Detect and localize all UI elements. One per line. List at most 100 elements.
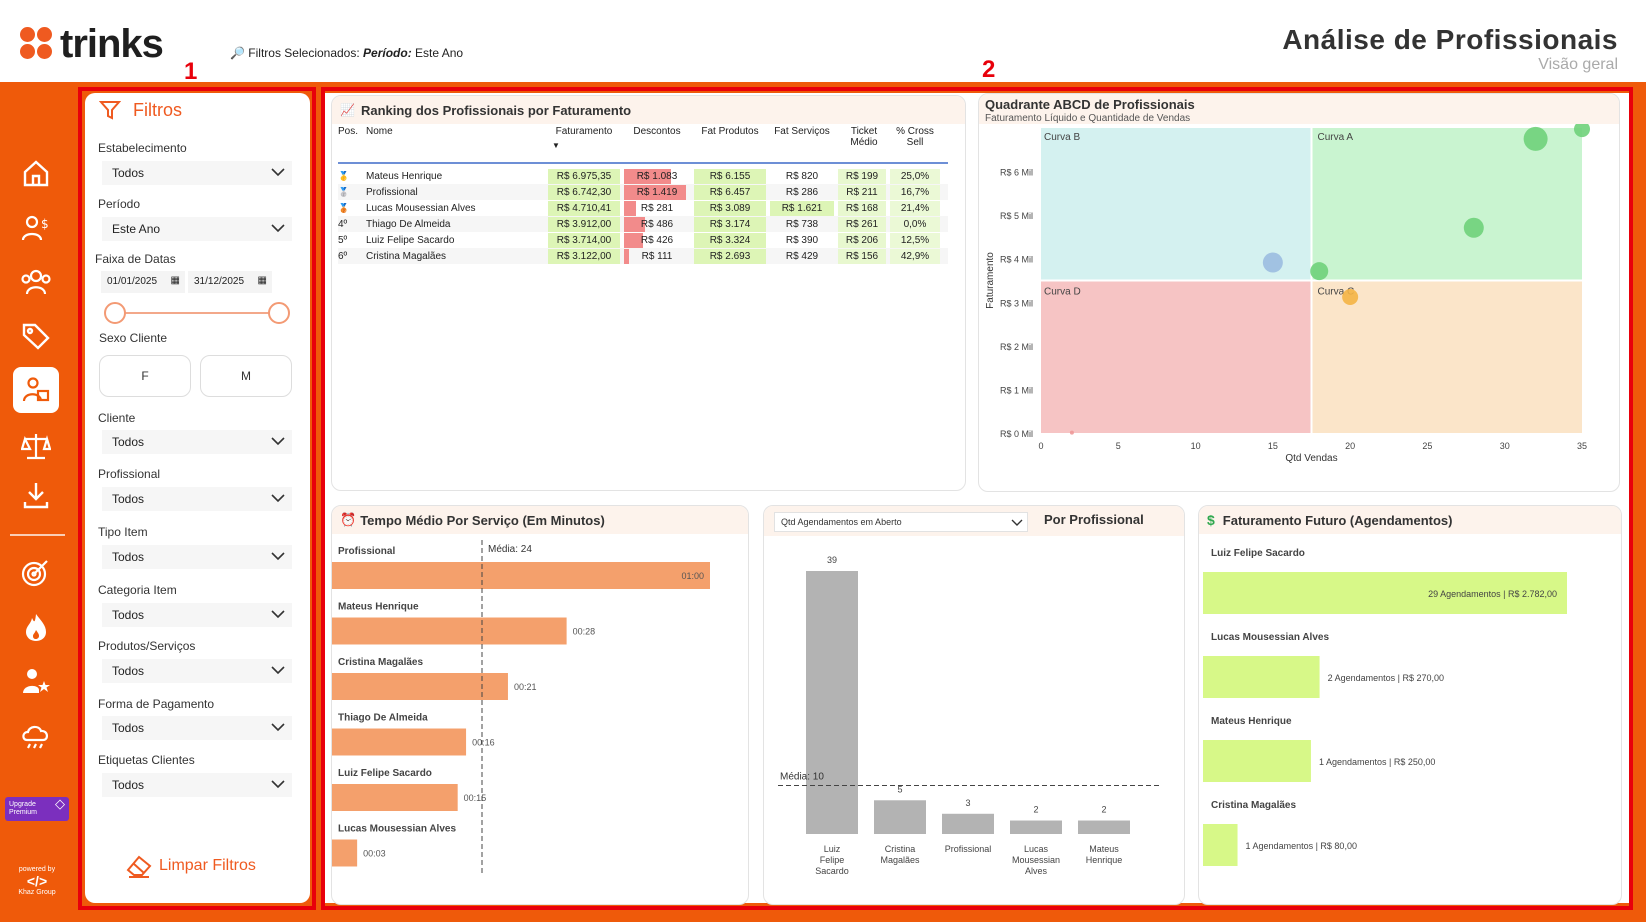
col-faturamento[interactable]: Faturamento ▼ bbox=[548, 126, 620, 162]
bar-value-label: 00:16 bbox=[472, 738, 495, 748]
scatter-point[interactable] bbox=[1262, 252, 1283, 273]
faturamento-futuro-chart: Luiz Felipe Sacardo 29 Agendamentos | R$ … bbox=[1203, 548, 1567, 866]
cell-nome: Luiz Felipe Sacardo bbox=[366, 235, 455, 246]
future-revenue-bar[interactable] bbox=[1203, 740, 1311, 782]
time-bar[interactable] bbox=[332, 617, 567, 645]
home-icon[interactable] bbox=[18, 155, 54, 191]
table-row[interactable]: 🥉 Lucas Mousessian Alves R$ 4.710,41 R$ 281… bbox=[338, 200, 948, 216]
agendamento-bar[interactable] bbox=[1078, 820, 1130, 834]
chevron-down-icon bbox=[271, 780, 285, 789]
professionals-icon[interactable] bbox=[13, 367, 59, 413]
produtos-servicos-select[interactable]: Todos bbox=[102, 659, 292, 683]
periodo-select[interactable]: Este Ano bbox=[102, 217, 292, 241]
cliente-label: Cliente bbox=[98, 411, 136, 425]
scatter-point[interactable] bbox=[1463, 217, 1484, 238]
quadrant-a bbox=[1312, 128, 1582, 280]
balance-icon[interactable] bbox=[18, 428, 54, 464]
download-icon[interactable] bbox=[18, 477, 54, 513]
etiquetas-select[interactable]: Todos bbox=[102, 773, 292, 797]
categoria-item-select[interactable]: Todos bbox=[102, 603, 292, 627]
x-axis-label: Qtd Vendas bbox=[1285, 453, 1337, 464]
table-row[interactable]: 🥈 Profissional R$ 6.742,30 R$ 1.419 R$ 6.457… bbox=[338, 184, 948, 200]
date-end-input[interactable]: 31/12/2025 ▦ bbox=[188, 271, 272, 293]
date-start-input[interactable]: 01/01/2025 ▦ bbox=[101, 271, 185, 293]
table-row[interactable]: 4º Thiago De Almeida R$ 3.912,00 R$ 486 R$ 3… bbox=[338, 216, 948, 232]
upgrade-premium-button[interactable]: Upgrade Premium ◇ bbox=[5, 797, 69, 821]
clients-icon[interactable] bbox=[18, 264, 54, 300]
bar-category-label: Luiz Felipe Sacardo bbox=[1211, 548, 1305, 559]
tipo-item-value: Todos bbox=[112, 550, 145, 564]
star-user-icon[interactable] bbox=[18, 663, 54, 699]
date-range-slider-track[interactable] bbox=[115, 312, 279, 314]
agendamento-bar[interactable] bbox=[942, 813, 994, 834]
scatter-point[interactable] bbox=[1310, 262, 1329, 281]
agendamento-bar[interactable] bbox=[806, 571, 858, 834]
agendamentos-title: Por Profissional bbox=[1044, 512, 1144, 527]
commission-icon[interactable]: $ bbox=[18, 210, 54, 246]
sidebar-divider bbox=[10, 534, 65, 536]
estabelecimento-value: Todos bbox=[112, 166, 145, 180]
trinks-logo[interactable]: trinks bbox=[20, 24, 164, 64]
cell-faturamento: R$ 6.975,35 bbox=[548, 169, 620, 184]
cell-fat-servicos: R$ 820 bbox=[785, 171, 819, 182]
sexo-f-button[interactable]: F bbox=[99, 355, 191, 397]
time-bar[interactable] bbox=[332, 728, 467, 756]
cliente-select[interactable]: Todos bbox=[102, 430, 292, 454]
metric-dropdown[interactable]: Qtd Agendamentos em Aberto bbox=[774, 512, 1028, 532]
cloud-icon[interactable] bbox=[18, 717, 54, 753]
y-tick-label: R$ 6 Mil bbox=[1000, 168, 1033, 178]
agendamento-bar[interactable] bbox=[874, 800, 926, 834]
bar-value-label: 1 Agendamentos | R$ 250,00 bbox=[1319, 757, 1435, 767]
tipo-item-select[interactable]: Todos bbox=[102, 545, 292, 569]
time-bar[interactable] bbox=[332, 839, 358, 867]
future-revenue-bar[interactable] bbox=[1203, 824, 1238, 866]
chart-line-icon: 📈 bbox=[340, 103, 355, 117]
scatter-point[interactable] bbox=[1523, 126, 1548, 151]
y-tick-label: R$ 5 Mil bbox=[1000, 211, 1033, 221]
cell-nome: Lucas Mousessian Alves bbox=[366, 203, 476, 214]
time-bar[interactable] bbox=[332, 784, 458, 811]
x-tick-label: 35 bbox=[1577, 441, 1587, 451]
target-icon[interactable] bbox=[18, 555, 54, 591]
tempo-header: ⏰ Tempo Médio Por Serviço (Em Minutos) bbox=[332, 506, 748, 534]
scatter-point[interactable] bbox=[1574, 124, 1590, 138]
bar-category-label: Henrique bbox=[1086, 855, 1123, 865]
col-faturamento-label: Faturamento bbox=[555, 126, 613, 137]
x-tick-label: 15 bbox=[1268, 441, 1278, 451]
powered-by-company: Khaz Group bbox=[18, 889, 56, 896]
scatter-point[interactable] bbox=[1342, 288, 1359, 305]
time-bar[interactable] bbox=[332, 673, 508, 700]
profissional-select[interactable]: Todos bbox=[102, 487, 292, 511]
cell-descontos: R$ 426 bbox=[640, 235, 674, 246]
date-start-value: 01/01/2025 bbox=[107, 276, 158, 287]
date-range-slider-start-handle[interactable] bbox=[104, 302, 126, 324]
profissional-label: Profissional bbox=[98, 467, 161, 481]
tipo-item-label: Tipo Item bbox=[98, 525, 148, 539]
date-range-slider-end-handle[interactable] bbox=[268, 302, 290, 324]
bar-category-label: Lucas bbox=[1024, 844, 1049, 854]
estabelecimento-select[interactable]: Todos bbox=[102, 161, 292, 185]
discount-bar bbox=[624, 169, 671, 184]
time-bar[interactable] bbox=[332, 562, 710, 589]
future-revenue-bar[interactable] bbox=[1203, 572, 1567, 614]
forma-pagamento-select[interactable]: Todos bbox=[102, 716, 292, 740]
table-row[interactable]: 5º Luiz Felipe Sacardo R$ 3.714,00 R$ 426 R$… bbox=[338, 232, 948, 248]
table-row[interactable]: 🥇 Mateus Henrique R$ 6.975,35 R$ 1.083 R$ 6.… bbox=[338, 168, 948, 184]
scatter-point[interactable] bbox=[1069, 430, 1074, 435]
sexo-m-button[interactable]: M bbox=[200, 355, 292, 397]
cell-descontos: R$ 1.083 bbox=[636, 171, 678, 182]
x-tick-label: 0 bbox=[1038, 441, 1043, 451]
bar-value-label: 3 bbox=[965, 798, 970, 808]
bar-category-label: Profissional bbox=[338, 546, 395, 557]
tag-icon[interactable] bbox=[18, 318, 54, 354]
clear-filters-button[interactable]: Limpar Filtros bbox=[125, 853, 256, 879]
bar-category-label: Magalães bbox=[880, 855, 920, 865]
bar-category-label: Alves bbox=[1025, 866, 1048, 876]
col-ticket-medio: Ticket Médio bbox=[850, 126, 878, 148]
agendamento-bar[interactable] bbox=[1010, 820, 1062, 834]
cell-descontos: R$ 1.419 bbox=[636, 187, 678, 198]
table-row[interactable]: 6º Cristina Magalães R$ 3.122,00 R$ 111 R$ 2… bbox=[338, 248, 948, 264]
fire-icon[interactable] bbox=[18, 609, 54, 645]
bar-category-label: Cristina bbox=[885, 844, 916, 854]
future-revenue-bar[interactable] bbox=[1203, 656, 1320, 698]
